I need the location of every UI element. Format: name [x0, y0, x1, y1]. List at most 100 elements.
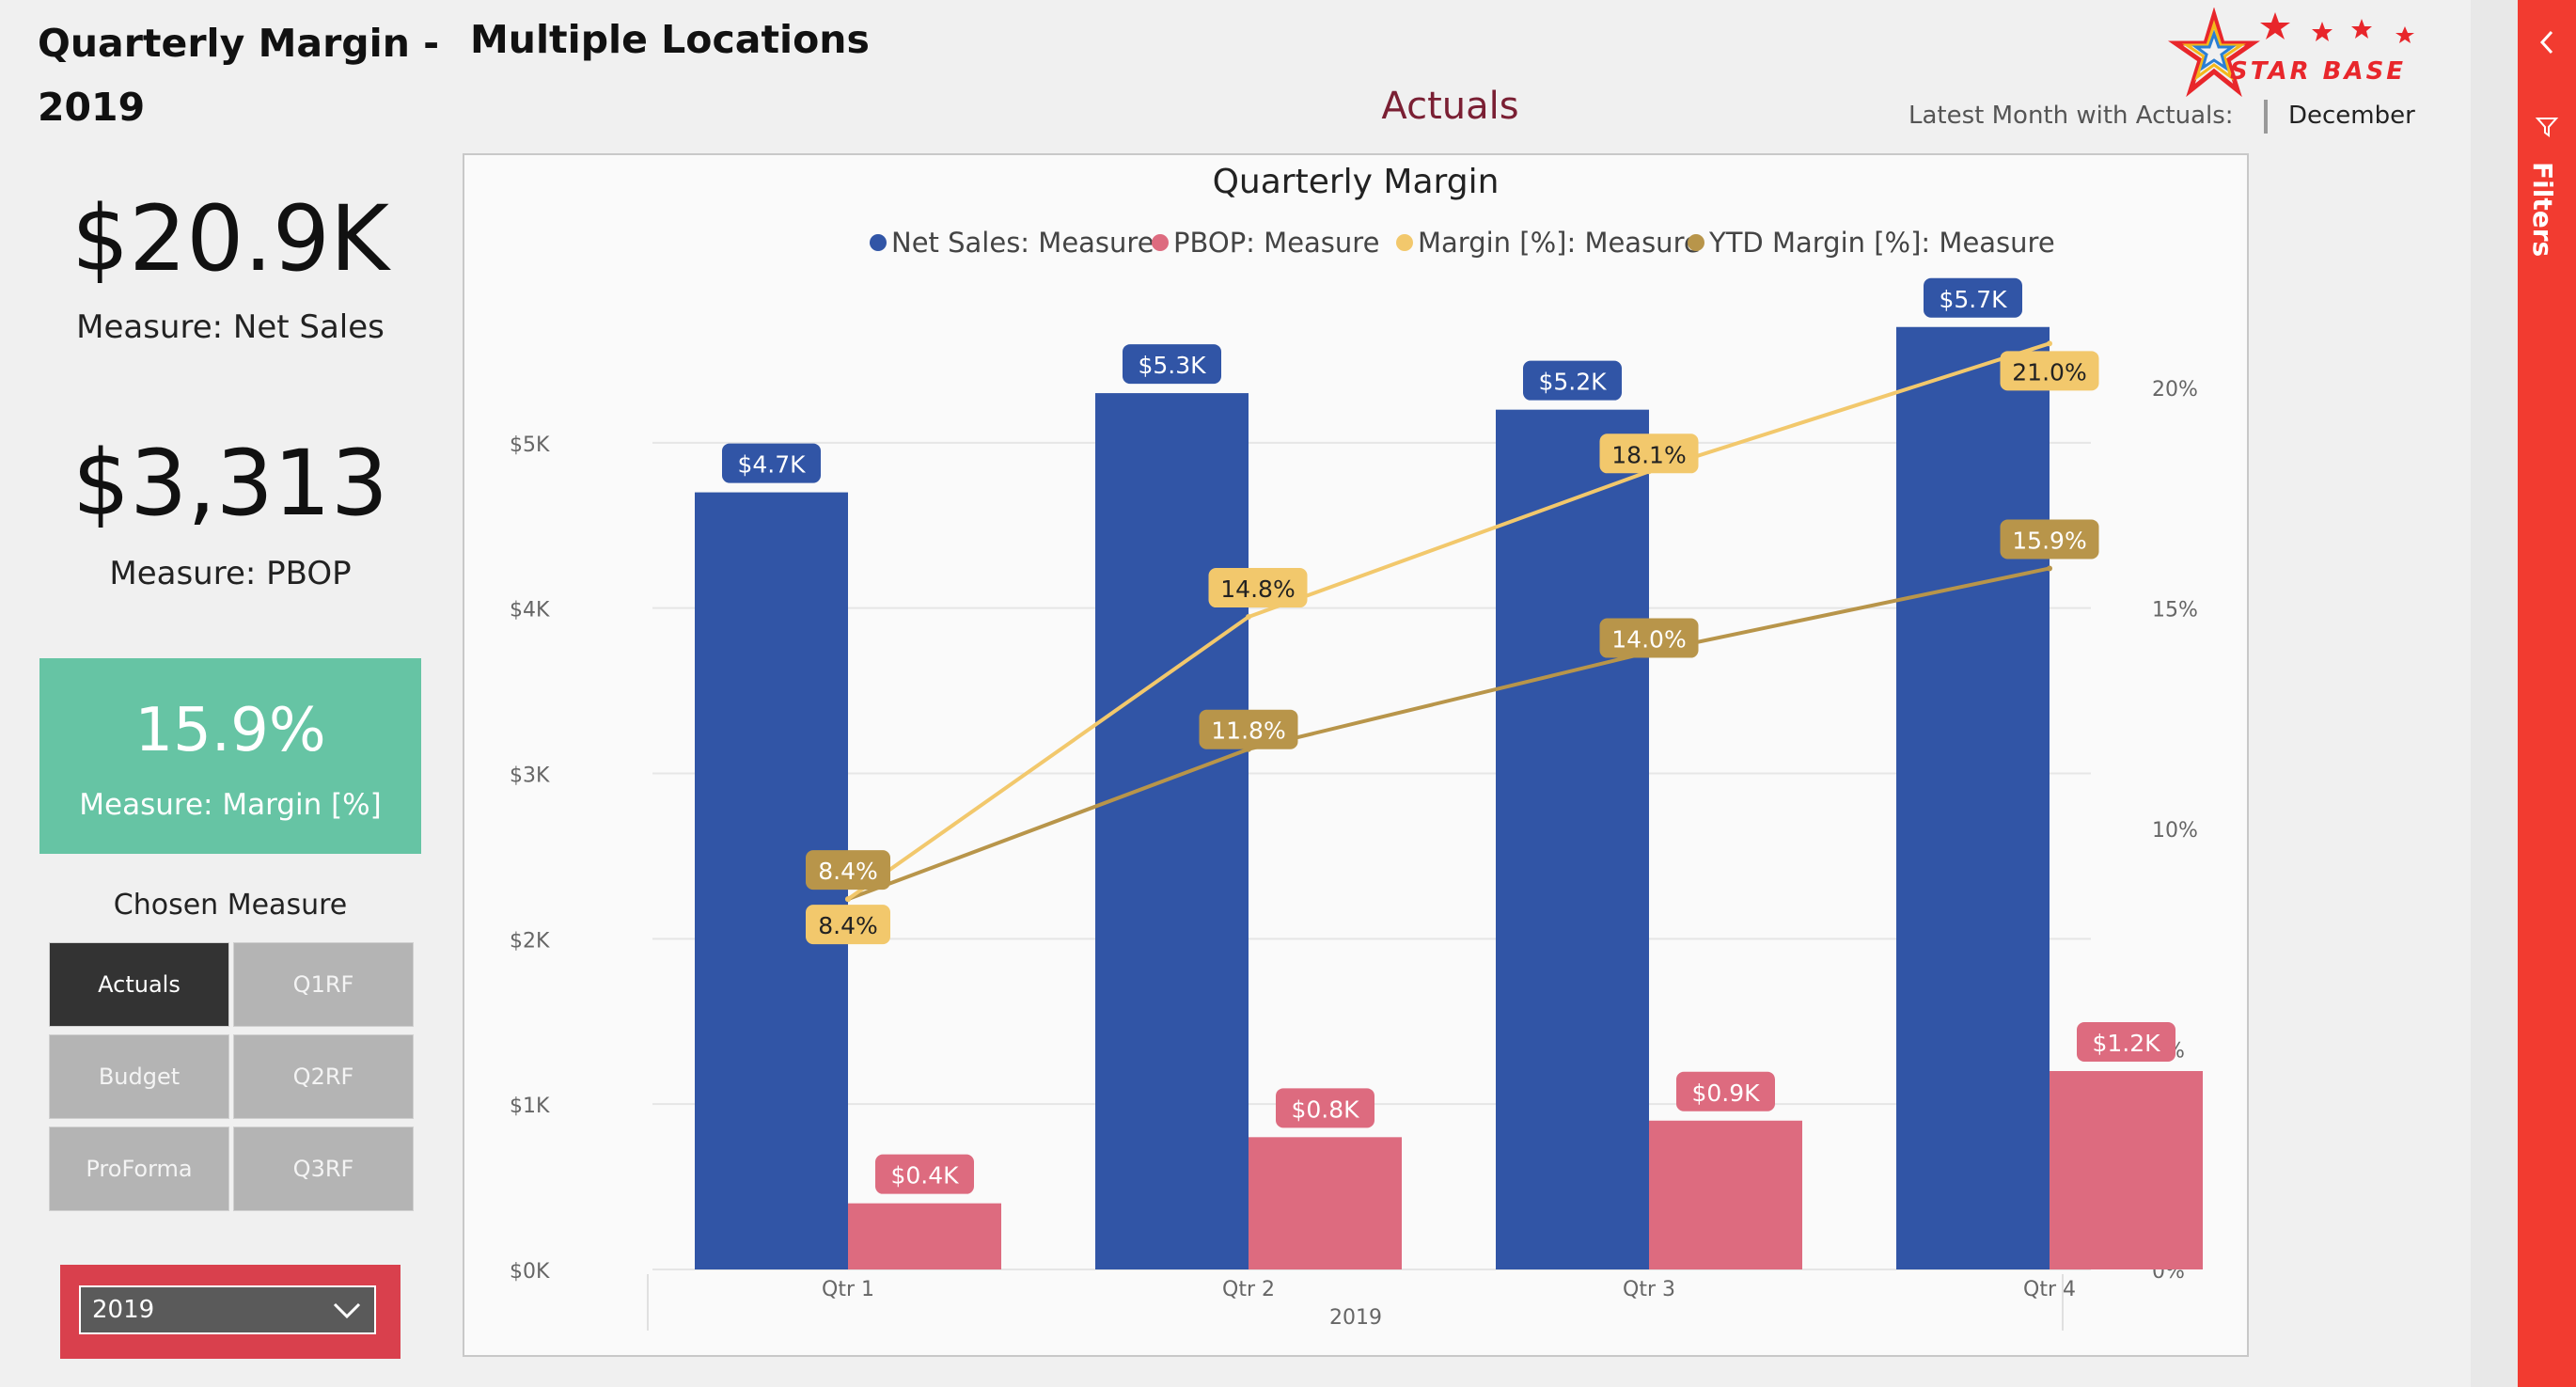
measure-selector-title: Chosen Measure: [113, 889, 348, 922]
label-ytd-margin-1: 8.4%: [818, 858, 878, 885]
label-margin-4: 21.0%: [2012, 358, 2086, 386]
kpi-net-sales-value: $20.9K: [71, 186, 389, 292]
label-net-sales-4-bg: [1924, 277, 2022, 318]
latest-month-value: December: [2288, 102, 2415, 130]
point-margin-4: [2047, 340, 2052, 347]
label-pbop-3-bg: [1676, 1071, 1775, 1111]
y-left-tick-3: $3K: [510, 764, 550, 788]
kpi-pbop-label: Measure: PBOP: [109, 555, 352, 592]
label-margin-1: 8.4%: [818, 912, 878, 939]
label-pbop-2: $0.8K: [1291, 1095, 1359, 1123]
y-left-tick-5: $5K: [510, 433, 550, 457]
measure-selector: Actuals Q1RF Budget Q2RF ProForma Q3RF: [49, 942, 417, 1215]
y-right-tick-2: 10%: [2152, 819, 2198, 843]
star-base-logo: STAR BASE: [2167, 8, 2414, 98]
x-tick-2: Qtr 2: [1222, 1278, 1275, 1301]
quarterly-margin-chart: Quarterly Margin Net Sales: Measure PBOP: …: [463, 153, 2249, 1357]
logo-small-stars-icon: [2260, 12, 2414, 43]
chevron-down-icon: [333, 1302, 361, 1319]
label-margin-3: 18.1%: [1611, 441, 1686, 468]
label-margin-3-bg: [1599, 433, 1699, 474]
bar-pbop-4: [2050, 1071, 2203, 1269]
legend-label-2: PBOP: Measure: [1173, 227, 1379, 259]
kpi-pbop-value: $3,313: [72, 431, 388, 536]
x-group-label: 2019: [1329, 1306, 1382, 1330]
point-margin-2: [1246, 614, 1251, 621]
measure-button-q1rf[interactable]: Q1RF: [233, 942, 414, 1027]
measure-button-proforma[interactable]: ProForma: [49, 1127, 229, 1211]
label-ytd-margin-4: 15.9%: [2012, 527, 2086, 554]
bar-pbop-2: [1249, 1137, 1402, 1269]
kpi-margin-card: 15.9% Measure: Margin [%]: [39, 658, 421, 854]
y-left-tick-2: $2K: [510, 929, 550, 953]
year-filter: 2019: [60, 1265, 401, 1359]
actuals-heading: Actuals: [1381, 85, 1519, 128]
label-ytd-margin-3-bg: [1599, 618, 1699, 658]
label-net-sales-3-bg: [1523, 360, 1622, 401]
latest-month-label: Latest Month with Actuals:: [1908, 102, 2234, 130]
logo-star-icon: [2167, 8, 2261, 98]
legend-marker-3: [1396, 234, 1413, 251]
page-subtitle: Multiple Locations: [470, 17, 870, 62]
measure-button-q3rf[interactable]: Q3RF: [233, 1127, 414, 1211]
y-right-tick-4: 20%: [2152, 378, 2198, 402]
legend-label-3: Margin [%]: Measure: [1418, 227, 1701, 259]
label-pbop-3: $0.9K: [1691, 1080, 1760, 1107]
kpi-margin-label: Measure: Margin [%]: [79, 788, 382, 822]
x-tick-3: Qtr 3: [1623, 1278, 1675, 1301]
bar-net-sales-3: [1496, 409, 1649, 1270]
label-margin-2-bg: [1208, 568, 1308, 608]
point-ytd-margin-4: [2047, 565, 2052, 572]
bar-net-sales-2: [1095, 393, 1249, 1269]
point-margin-1: [845, 896, 851, 903]
measure-button-q2rf[interactable]: Q2RF: [233, 1034, 414, 1119]
label-pbop-1-bg: [875, 1154, 974, 1194]
chart-svg: Quarterly Margin Net Sales: Measure PBOP: …: [510, 163, 2203, 1331]
bar-pbop-3: [1649, 1120, 1802, 1269]
y-right-tick-3: 15%: [2152, 599, 2198, 623]
label-ytd-margin-4-bg: [2000, 519, 2099, 560]
legend-marker-1: [870, 234, 887, 251]
label-pbop-2-bg: [1276, 1088, 1374, 1128]
page-title-line2: 2019: [38, 85, 146, 130]
scroll-gutter: [2471, 0, 2518, 1387]
label-margin-2: 14.8%: [1220, 575, 1295, 603]
label-ytd-margin-3: 14.0%: [1611, 626, 1686, 654]
filters-pane[interactable]: Filters: [2518, 0, 2576, 1387]
label-net-sales-2: $5.3K: [1138, 352, 1206, 379]
label-ytd-margin-1-bg: [806, 850, 890, 891]
kpi-net-sales-label: Measure: Net Sales: [76, 308, 385, 346]
label-net-sales-1-bg: [722, 443, 821, 483]
legend-marker-2: [1152, 234, 1169, 251]
bar-net-sales-4: [1896, 326, 2050, 1269]
year-select[interactable]: 2019: [79, 1285, 376, 1334]
y-left-tick-0: $0K: [510, 1260, 550, 1284]
line-margin: [846, 341, 2050, 901]
filters-label: Filters: [2527, 162, 2558, 258]
collapse-chevron-icon[interactable]: [2535, 28, 2559, 56]
label-net-sales-4: $5.7K: [1939, 286, 2007, 313]
line-ytd-margin: [847, 566, 2050, 902]
label-pbop-4-bg: [2077, 1022, 2175, 1062]
legend-marker-4: [1688, 234, 1704, 251]
label-net-sales-1: $4.7K: [737, 451, 806, 479]
year-select-value: 2019: [92, 1296, 155, 1324]
label-margin-1-bg: [806, 905, 890, 945]
filter-funnel-icon: [2535, 118, 2559, 137]
latest-month-divider: [2264, 100, 2268, 134]
label-pbop-4: $1.2K: [2092, 1030, 2160, 1057]
label-ytd-margin-2-bg: [1199, 709, 1298, 749]
label-ytd-margin-2: 11.8%: [1211, 717, 1285, 745]
x-tick-4: Qtr 4: [2023, 1278, 2076, 1301]
legend-label-1: Net Sales: Measure: [891, 227, 1154, 259]
legend-label-4: YTD Margin [%]: Measure: [1708, 227, 2055, 259]
measure-button-actuals[interactable]: Actuals: [49, 942, 229, 1027]
measure-button-budget[interactable]: Budget: [49, 1034, 229, 1119]
label-pbop-1: $0.4K: [890, 1162, 959, 1190]
logo-text: STAR BASE: [2230, 57, 2406, 86]
page-title-line1: Quarterly Margin -: [38, 21, 440, 66]
label-net-sales-3: $5.2K: [1538, 369, 1607, 396]
label-margin-4-bg: [2000, 351, 2099, 391]
page-title: Quarterly Margin - 2019: [38, 11, 439, 139]
y-left-tick-4: $4K: [510, 599, 550, 623]
